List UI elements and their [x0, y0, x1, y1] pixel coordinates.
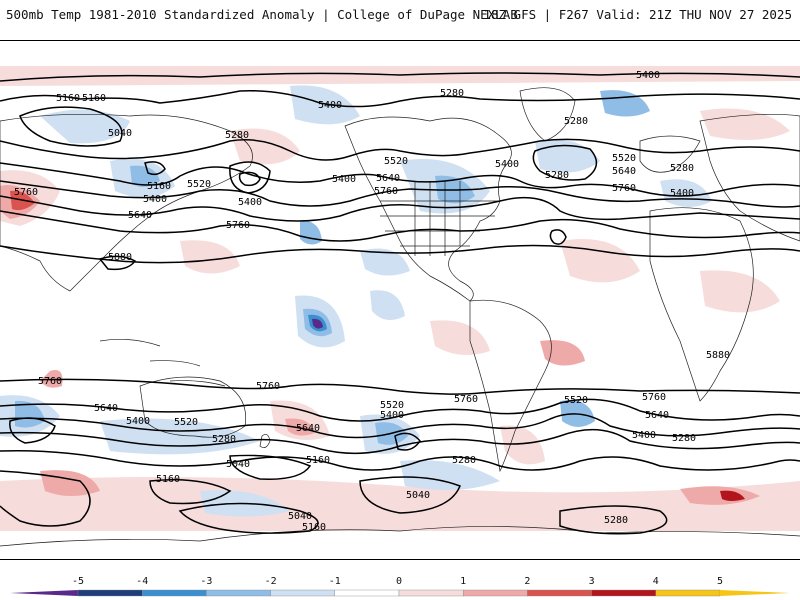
contour-labels: 5160 5400 5040 5280 5280 5400 5280 5520 … — [14, 70, 730, 533]
contour-label: 5400 — [670, 188, 694, 199]
legend-tick-label: -4 — [136, 576, 148, 587]
contour-label: 5400 — [126, 416, 150, 427]
contour-label: 5280 — [545, 170, 569, 181]
contour-label: 5280 — [564, 116, 588, 127]
legend-color-bar — [10, 589, 790, 597]
legend-tick-label: 5 — [717, 576, 723, 587]
contour-label: 5400 — [238, 197, 262, 208]
contour-label: 5280 — [670, 163, 694, 174]
contour-label: 5760 — [226, 220, 250, 231]
legend-swatch — [527, 589, 592, 597]
contour-label: 5520 — [564, 395, 588, 406]
contour-label: 5640 — [645, 410, 669, 421]
contour-label: 5520 — [380, 400, 404, 411]
legend-tick-label: 1 — [460, 576, 466, 587]
contour-label: 5640 — [612, 166, 636, 177]
legend-tick-label: -1 — [329, 576, 341, 587]
contour-label: 5760 — [612, 183, 636, 194]
legend-tick-label: -2 — [265, 576, 277, 587]
contour-label: 5400 — [495, 159, 519, 170]
contour-label: 5880 — [108, 252, 132, 263]
legend-swatch — [655, 589, 721, 597]
contour-label: 5280 — [672, 433, 696, 444]
contour-label: 5280 — [440, 88, 464, 99]
contour-label: 5280 — [225, 130, 249, 141]
contour-label: 5040 — [226, 459, 250, 470]
contour-label: 5400 — [332, 174, 356, 185]
height-contours — [0, 72, 800, 535]
legend-tick-label: -5 — [72, 576, 84, 587]
header: 500mb Temp 1981-2010 Standardized Anomal… — [0, 0, 800, 32]
contour-label: 5640 — [94, 403, 118, 414]
legend-tick-label: 3 — [589, 576, 595, 587]
legend-tick-label: -3 — [200, 576, 212, 587]
contour-label: 5280 — [212, 434, 236, 445]
contour-label: 5760 — [374, 186, 398, 197]
contour-label: 5040 — [288, 511, 312, 522]
contour-label: 5040 — [406, 490, 430, 501]
legend-tick-label: 2 — [524, 576, 530, 587]
legend-swatch — [334, 589, 400, 597]
model-run-info: 18Z GFS | F267 Valid: 21Z THU NOV 27 202… — [483, 7, 792, 22]
contour-label: 5160 — [147, 181, 171, 192]
map-title: 500mb Temp 1981-2010 Standardized Anomal… — [6, 7, 518, 22]
legend-swatch — [398, 589, 464, 597]
legend-arrow-high — [720, 590, 790, 596]
contour-label: 5280 — [604, 515, 628, 526]
contour-label: 5400 — [143, 194, 167, 205]
legend-swatch — [463, 589, 528, 597]
contour-label: 5400 — [636, 70, 660, 81]
legend-tick-label: 4 — [653, 576, 659, 587]
contour-label: 5400 — [318, 100, 342, 111]
contour-label: 5520 — [187, 179, 211, 190]
legend-swatch — [141, 589, 207, 597]
contour-label: 5160 — [302, 522, 326, 533]
contour-label: 5520 — [174, 417, 198, 428]
contour-label: 5160 — [156, 474, 180, 485]
contour-label: 5400 — [380, 410, 404, 421]
anomaly-map: 5160 5400 5040 5280 5280 5400 5280 5520 … — [0, 40, 800, 560]
contour-label: 5760 — [642, 392, 666, 403]
contour-label: 5160 — [56, 93, 80, 104]
contour-label: 5640 — [296, 423, 320, 434]
contour-label: 5040 — [108, 128, 132, 139]
contour-label: 5280 — [452, 455, 476, 466]
contour-label: 5640 — [376, 173, 400, 184]
contour-label: 5640 — [128, 210, 152, 221]
legend-arrow-low — [10, 590, 78, 596]
contour-label: 5760 — [454, 394, 478, 405]
contour-label: 5760 — [14, 187, 38, 198]
contour-label: 5760 — [256, 381, 280, 392]
legend-swatch — [591, 589, 656, 597]
contour-label: 5160 — [306, 455, 330, 466]
contour-label: 5400 — [632, 430, 656, 441]
warm-anomalies — [0, 66, 800, 531]
contour-label: 5880 — [706, 350, 730, 361]
contour-label: 5520 — [612, 153, 636, 164]
legend-swatch — [270, 589, 336, 597]
contour-label: 5760 — [38, 376, 62, 387]
contour-label: 5520 — [384, 156, 408, 167]
legend-swatch — [77, 589, 143, 597]
legend-tick-labels: -5 -4 -3 -2 -1 0 1 2 3 4 5 — [72, 576, 723, 587]
color-legend: -5 -4 -3 -2 -1 0 1 2 3 4 5 — [10, 576, 790, 597]
legend-tick-label: 0 — [396, 576, 402, 587]
legend-swatch — [206, 589, 271, 597]
contour-label: 5160 — [82, 93, 106, 104]
